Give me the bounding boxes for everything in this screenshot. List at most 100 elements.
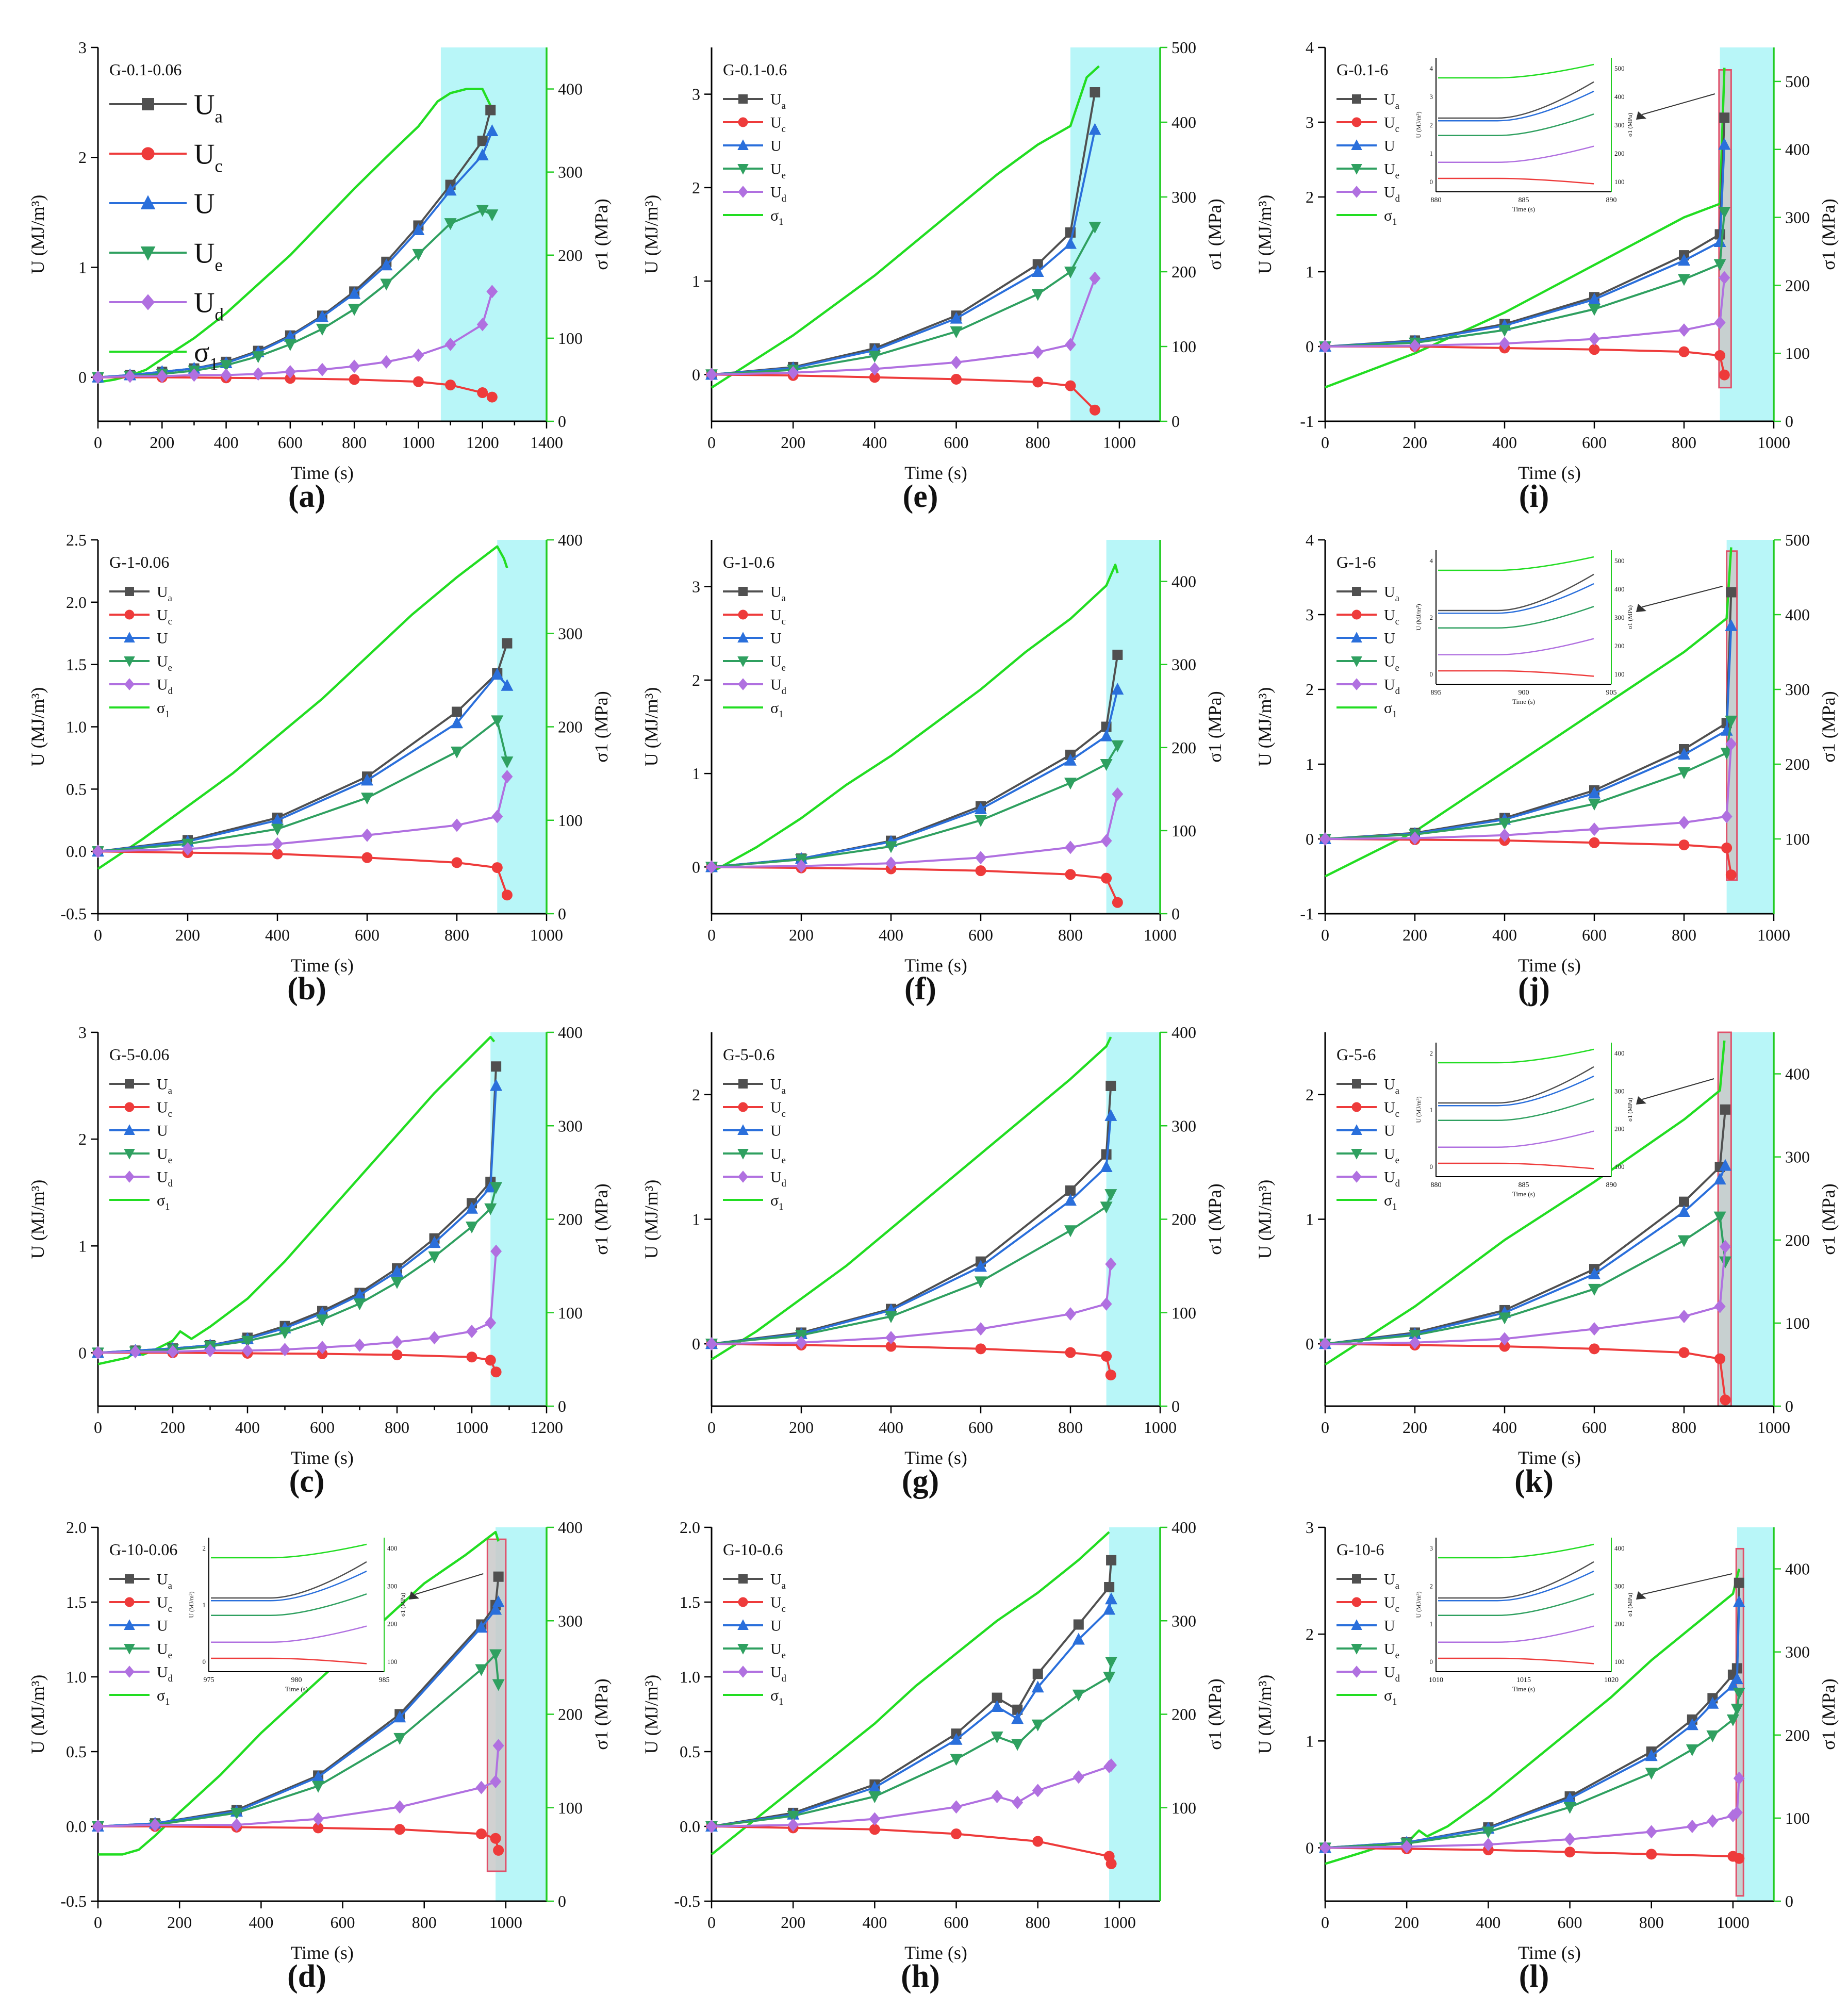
inset-y2-label: σ1 (MPa) bbox=[1626, 113, 1634, 137]
data-point-Ue bbox=[991, 1732, 1003, 1743]
y2-axis-label: σ1 (MPa) bbox=[1818, 1678, 1839, 1750]
data-point-Uc bbox=[1105, 1370, 1116, 1381]
data-point-Ue bbox=[353, 1298, 366, 1311]
data-point-Ue bbox=[312, 1781, 325, 1793]
chart-title: G-5-0.06 bbox=[109, 1045, 169, 1064]
data-point-Ue bbox=[885, 1311, 897, 1323]
inset-x-label: Time (s) bbox=[1512, 1190, 1535, 1198]
legend-marker-Ue bbox=[737, 164, 749, 175]
data-point-Ud bbox=[706, 1820, 717, 1833]
data-point-U bbox=[1588, 1267, 1600, 1279]
x-tick-label: 400 bbox=[235, 1418, 260, 1437]
data-point-Ue bbox=[1104, 1189, 1117, 1201]
inset-y2-tick-label: 100 bbox=[1614, 670, 1625, 678]
y2-tick-label: 300 bbox=[1172, 1116, 1196, 1135]
data-point-U bbox=[1732, 1595, 1745, 1607]
y-tick-label: -1 bbox=[1300, 904, 1314, 923]
data-point-Ud bbox=[1714, 316, 1726, 329]
inset-y2-tick-label: 300 bbox=[1614, 1087, 1625, 1095]
legend-marker-Uc bbox=[738, 1102, 748, 1112]
data-point-U bbox=[1588, 786, 1600, 799]
data-point-Ud bbox=[391, 1335, 403, 1349]
inset-line-U bbox=[1438, 1570, 1594, 1602]
data-point-Ud bbox=[490, 1775, 502, 1788]
legend-marker-U bbox=[124, 632, 135, 642]
data-point-Ud bbox=[1589, 822, 1600, 836]
data-point-Ua bbox=[452, 706, 462, 717]
inset-pointer-arrowhead bbox=[1636, 1096, 1646, 1105]
data-point-Ue bbox=[1706, 1730, 1719, 1742]
x-tick-label: 0 bbox=[94, 1913, 102, 1932]
y2-tick-label: 400 bbox=[1785, 1065, 1810, 1083]
inset-line-Ud bbox=[1438, 1130, 1594, 1148]
data-point-U bbox=[284, 329, 296, 342]
chart-title: G-1-6 bbox=[1336, 553, 1376, 571]
series-line-sigma bbox=[711, 1531, 1110, 1856]
data-point-Uc bbox=[1499, 1341, 1510, 1352]
chart-panel-d: 0 200 400 600 800 1000 -0.5 0.0 0.5 1.0 1.5 2.0 0 100… bbox=[0, 1506, 614, 2001]
x-tick-label: 800 bbox=[1026, 1913, 1050, 1932]
data-point-Ue bbox=[1105, 1657, 1118, 1669]
x-tick-label: 800 bbox=[412, 1913, 437, 1932]
series-line-Ue bbox=[1325, 211, 1726, 348]
data-point-Ua bbox=[1112, 649, 1123, 660]
data-point-Uc bbox=[1065, 380, 1076, 391]
inset-line-Ua bbox=[1438, 1561, 1594, 1599]
y2-tick-label: 300 bbox=[558, 624, 583, 642]
data-point-Ud bbox=[1686, 1820, 1698, 1833]
data-point-Uc bbox=[361, 852, 373, 863]
chart-panel-g: 0 200 400 600 800 1000 0 1 2 0 100 200 300 400 Time (s… bbox=[614, 1011, 1227, 1506]
data-point-Uc bbox=[491, 862, 503, 873]
legend-label-Uc: Uc bbox=[157, 1594, 172, 1614]
x-tick-label: 600 bbox=[944, 1913, 969, 1932]
y-tick-label: 3 bbox=[692, 85, 700, 104]
data-point-U bbox=[348, 287, 361, 299]
inset-y2-tick-label: 400 bbox=[1614, 1049, 1625, 1057]
y2-tick-label: 0 bbox=[1172, 904, 1180, 923]
data-point-Uc bbox=[975, 865, 986, 877]
x-tick-label: 400 bbox=[214, 433, 239, 452]
legend-label-Ua: Ua bbox=[194, 89, 223, 127]
x-tick-label: 600 bbox=[355, 926, 380, 944]
data-point-Ua bbox=[1065, 1185, 1076, 1196]
data-point-Ua bbox=[1104, 1582, 1115, 1592]
inset-y-tick-label: 2 bbox=[1430, 1582, 1433, 1590]
legend-label-Ue: Ue bbox=[194, 238, 223, 275]
x-tick-label: 600 bbox=[278, 433, 303, 452]
inset-x-tick-label: 900 bbox=[1519, 689, 1529, 697]
legend-marker-Ud bbox=[141, 294, 155, 310]
data-point-Ue bbox=[1713, 1211, 1726, 1224]
inset-x-tick-label: 1020 bbox=[1604, 1676, 1619, 1684]
data-point-Ue bbox=[230, 1807, 243, 1820]
data-point-Ue bbox=[1100, 1201, 1113, 1214]
data-point-Ue bbox=[476, 205, 489, 217]
data-point-Ud bbox=[1499, 828, 1510, 842]
legend-marker-Ue bbox=[1351, 1149, 1362, 1160]
data-point-Ud bbox=[486, 285, 498, 299]
data-point-Ud bbox=[706, 1337, 717, 1351]
y-tick-label: 3 bbox=[1306, 1518, 1314, 1537]
y2-tick-label: 0 bbox=[558, 1397, 566, 1415]
panel-label: (h) bbox=[901, 1959, 940, 1994]
legend-marker-Ud bbox=[1351, 678, 1362, 690]
y-tick-label: 2 bbox=[692, 671, 700, 689]
panel-label: (i) bbox=[1519, 479, 1549, 514]
data-point-Uc bbox=[501, 889, 513, 901]
data-point-Ud bbox=[1564, 1832, 1576, 1846]
inset-y2-tick-label: 100 bbox=[1614, 1163, 1625, 1171]
legend-label-Ua: Ua bbox=[770, 584, 786, 604]
legend-marker-U bbox=[1351, 632, 1362, 642]
data-point-Ud bbox=[124, 369, 136, 383]
legend-marker-Ud bbox=[738, 186, 748, 198]
data-point-Ue bbox=[241, 1336, 254, 1348]
data-point-Uc bbox=[1101, 872, 1112, 884]
legend-marker-Uc bbox=[1351, 609, 1362, 620]
data-point-Ua bbox=[485, 105, 496, 116]
data-point-Ud bbox=[1725, 737, 1737, 751]
legend-marker-U bbox=[737, 632, 749, 642]
chart-title: G-10-6 bbox=[1336, 1540, 1384, 1559]
inset-y-tick-label: 4 bbox=[1430, 557, 1433, 565]
inset-y2-tick-label: 100 bbox=[387, 1658, 398, 1666]
inset-y2-tick-label: 200 bbox=[1614, 1620, 1625, 1628]
